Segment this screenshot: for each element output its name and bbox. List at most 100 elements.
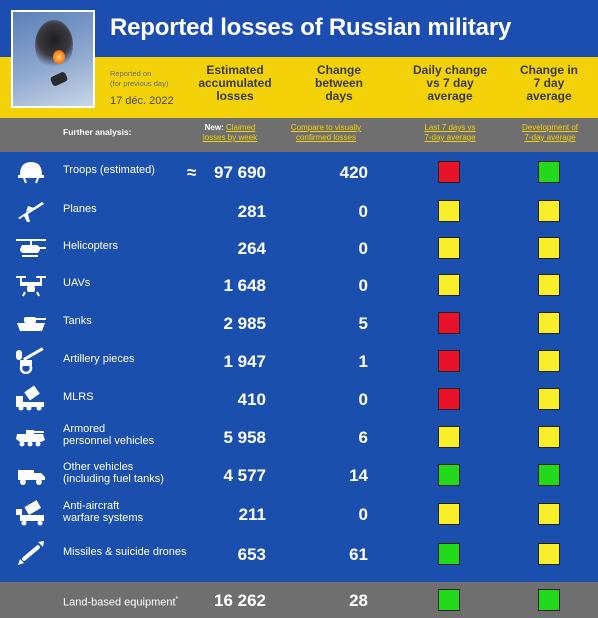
row-total: 5 958	[223, 428, 266, 447]
row-change: 5	[358, 314, 368, 333]
seven-day-indicator	[538, 200, 560, 222]
smoke-shape	[35, 20, 73, 70]
row-total: 264	[237, 239, 266, 258]
helicopter-icon	[14, 233, 48, 261]
footer-daily-indicator	[438, 589, 460, 611]
row-change: 0	[358, 390, 368, 409]
row-label: Other vehicles (including fuel tanks)	[63, 461, 164, 485]
seven-day-indicator	[538, 388, 560, 410]
daily-change-indicator	[438, 274, 460, 296]
artillery-icon	[14, 346, 48, 375]
row-total: 1 648	[223, 276, 266, 295]
row-label: MLRS	[63, 391, 94, 403]
row-label: Troops (estimated)	[63, 164, 155, 176]
row-change: 420	[339, 163, 368, 182]
column-header-7day: Change in 7 day average	[519, 63, 578, 103]
apc-icon	[14, 422, 48, 450]
row-total: 97 690	[214, 163, 266, 182]
table-row: Other vehicles (including fuel tanks) 4 57…	[0, 456, 598, 494]
compare-confirmed-link[interactable]: Compare to visually confirmed losses	[290, 123, 362, 142]
report-date: 17 déc. 2022	[110, 95, 174, 107]
plane-icon	[14, 196, 48, 224]
daily-change-indicator	[438, 312, 460, 334]
row-label: UAVs	[63, 277, 91, 289]
column-header-change: Change between days	[314, 63, 363, 103]
seven-day-indicator	[538, 464, 560, 486]
page-title: Reported losses of Russian military	[110, 14, 512, 41]
row-label: Missiles & suicide drones	[63, 546, 187, 558]
row-label: Planes	[63, 203, 97, 215]
row-total: 281	[237, 202, 266, 221]
table-row: Helicopters 264 0	[0, 229, 598, 267]
daily-change-indicator	[438, 464, 460, 486]
row-total: 4 577	[223, 466, 266, 485]
row-change: 14	[349, 466, 368, 485]
analysis-bar	[0, 118, 598, 152]
daily-change-indicator	[438, 388, 460, 410]
table-row: Anti-aircraft warfare systems 211 0	[0, 495, 598, 533]
row-label: Artillery pieces	[63, 353, 135, 365]
mlrs-icon	[14, 384, 48, 412]
seven-day-indicator	[538, 426, 560, 448]
further-analysis-label: Further analysis:	[63, 127, 132, 137]
tank-icon	[14, 308, 48, 336]
daily-change-indicator	[438, 426, 460, 448]
header-band: Reported losses of Russian military Repo…	[0, 0, 598, 118]
row-change: 0	[358, 276, 368, 295]
table-row: MLRS 410 0	[0, 380, 598, 418]
table-row: Tanks 2 985 5	[0, 304, 598, 342]
table-row: Troops (estimated) ≈97 690 420	[0, 153, 598, 191]
claimed-losses-link[interactable]: New: Claimed losses by week	[202, 123, 258, 142]
row-label: Tanks	[63, 315, 92, 327]
seven-day-indicator	[538, 274, 560, 296]
missile-icon	[14, 539, 48, 567]
development-7day-link[interactable]: Development of 7-day average	[521, 123, 579, 142]
row-change: 0	[358, 505, 368, 524]
table-row: Armored personnel vehicles 5 958 6	[0, 418, 598, 456]
drone-icon	[14, 270, 48, 298]
footer-label: Land-based equipment*	[63, 596, 179, 609]
column-header-estimated: Estimated accumulated losses	[198, 63, 272, 103]
vehicle-icon	[14, 460, 48, 488]
row-label: Anti-aircraft warfare systems	[63, 500, 144, 524]
row-total: 2 985	[223, 314, 266, 333]
seven-day-indicator	[538, 503, 560, 525]
row-change: 0	[358, 239, 368, 258]
table-row: Planes 281 0	[0, 192, 598, 230]
row-change: 6	[358, 428, 368, 447]
row-change: 1	[358, 352, 368, 371]
seven-day-indicator	[538, 161, 560, 183]
row-change: 0	[358, 202, 368, 221]
header-photo	[11, 10, 95, 108]
daily-change-indicator	[438, 161, 460, 183]
row-label: Armored personnel vehicles	[63, 423, 155, 447]
table-row: UAVs 1 648 0	[0, 266, 598, 304]
fire-shape	[53, 50, 65, 64]
helmet-icon	[14, 157, 48, 185]
seven-day-indicator	[538, 312, 560, 334]
last-7-days-link[interactable]: Last 7 days vs 7-day average	[424, 123, 476, 142]
row-total: 653	[237, 545, 266, 564]
row-label: Helicopters	[63, 240, 119, 252]
reported-on-note: Reported on (for previous day)	[110, 69, 169, 88]
falling-helicopter-shape	[49, 71, 69, 87]
footer-change: 28	[349, 591, 368, 610]
daily-change-indicator	[438, 350, 460, 372]
daily-change-indicator	[438, 200, 460, 222]
footer-total: 16 262	[214, 591, 266, 610]
row-total: 410	[237, 390, 266, 409]
table-row: Missiles & suicide drones 653 61	[0, 535, 598, 573]
daily-change-indicator	[438, 543, 460, 565]
table-row: Artillery pieces 1 947 1	[0, 342, 598, 380]
row-change: 61	[349, 545, 368, 564]
footer-7day-indicator	[538, 589, 560, 611]
daily-change-indicator	[438, 237, 460, 259]
seven-day-indicator	[538, 237, 560, 259]
anti-aircraft-icon	[14, 499, 48, 527]
daily-change-indicator	[438, 503, 460, 525]
row-total: 1 947	[223, 352, 266, 371]
column-header-daily: Daily change vs 7 day average	[412, 63, 488, 103]
footer-bar: Land-based equipment* 16 262 28	[0, 582, 598, 618]
approx-symbol: ≈	[187, 163, 197, 182]
seven-day-indicator	[538, 350, 560, 372]
